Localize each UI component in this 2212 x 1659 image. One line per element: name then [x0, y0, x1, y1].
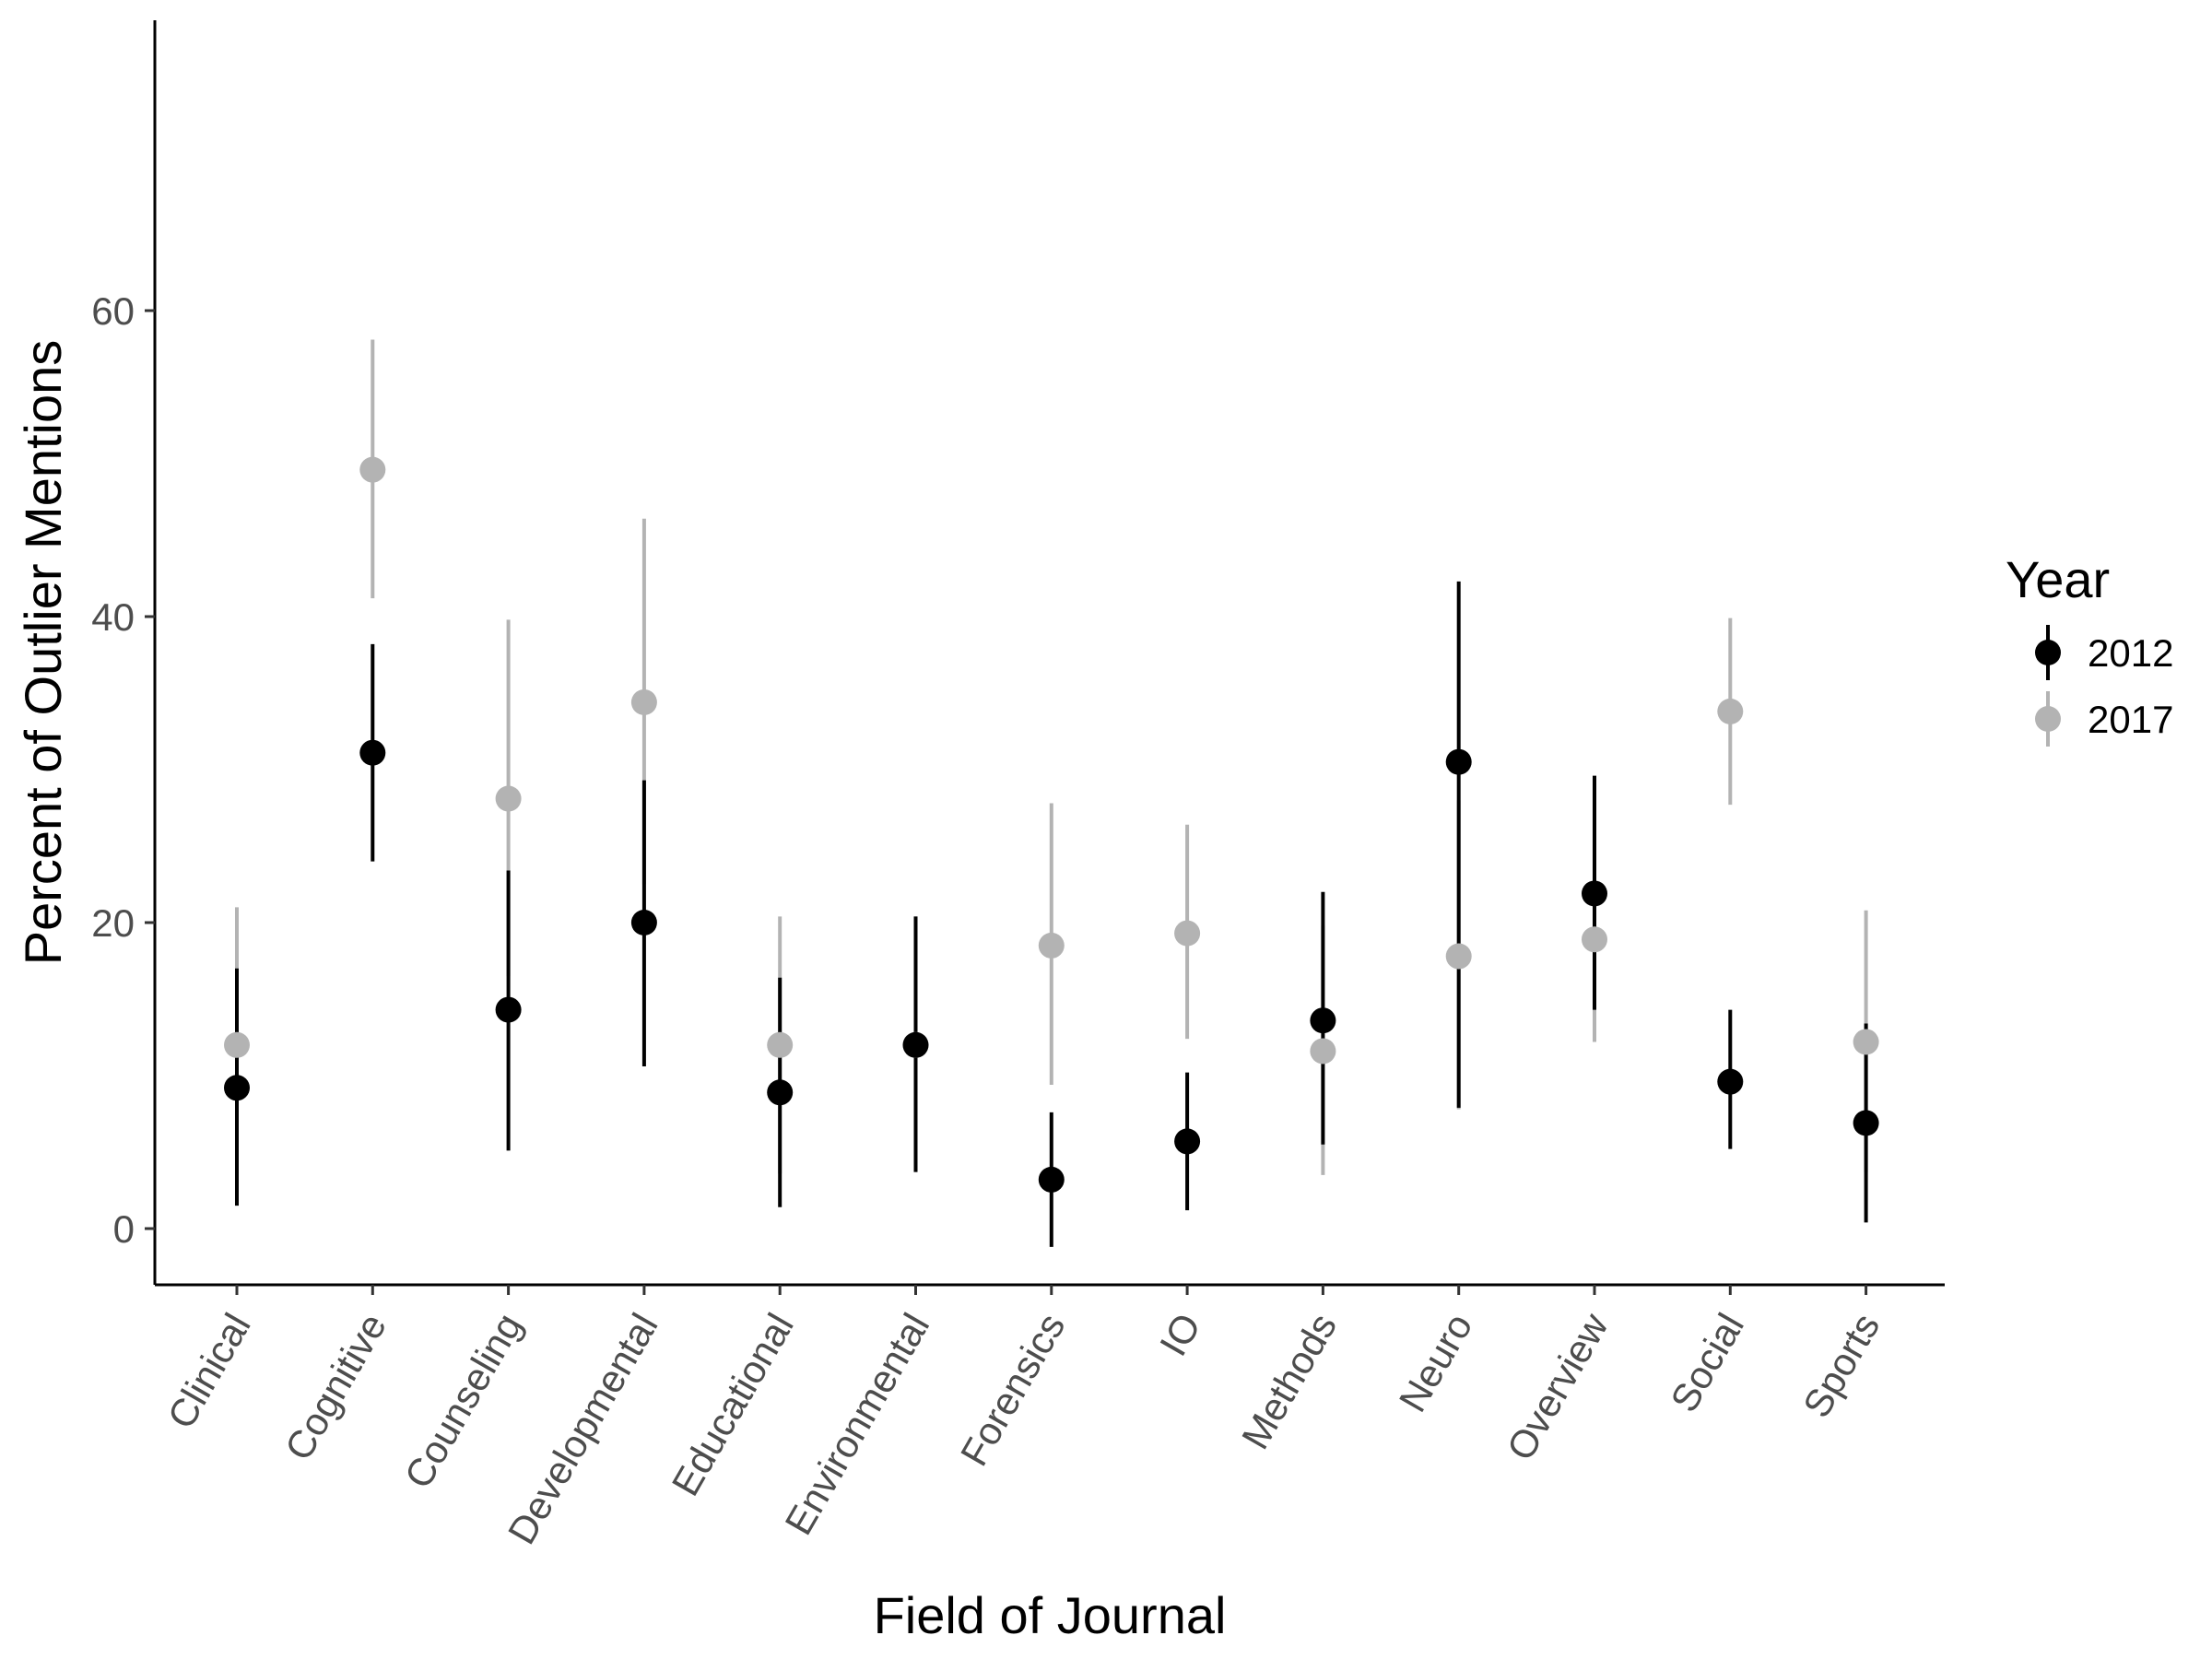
- data-marks: [224, 339, 1879, 1247]
- legend-title: Year: [2006, 550, 2110, 608]
- point-2012: [630, 910, 657, 935]
- point-2017: [359, 456, 386, 483]
- y-ticks: 0 20 40 60: [91, 289, 155, 1251]
- point-2012: [1445, 748, 1472, 775]
- point-2012: [1853, 1110, 1879, 1136]
- legend-label: 2017: [2088, 698, 2173, 741]
- x-tick-label: Methods: [1233, 1306, 1345, 1456]
- point-2017: [1582, 926, 1607, 953]
- point-2012: [1310, 1007, 1336, 1034]
- point-2017: [630, 688, 657, 715]
- point-2017: [1853, 1029, 1879, 1055]
- x-tick-label: Neuro: [1391, 1306, 1481, 1419]
- legend: Year 2012 2017: [2006, 550, 2173, 747]
- legend-label: 2012: [2088, 631, 2173, 675]
- x-tick-label: Developmental: [500, 1306, 666, 1551]
- point-2017: [1310, 1038, 1336, 1065]
- axes: [153, 20, 1945, 1287]
- point-2012: [767, 1079, 794, 1106]
- x-tick-label: Environmental: [776, 1306, 937, 1542]
- x-ticks: Clinical Cognitive CounselingDevelopmental…: [159, 1285, 1888, 1551]
- y-tick-label: 40: [91, 595, 135, 639]
- x-tick-label: Overview: [1499, 1305, 1618, 1467]
- legend-items: 2012 2017: [2035, 625, 2173, 747]
- point-2017: [1038, 932, 1065, 959]
- point-2012: [902, 1031, 929, 1058]
- point-2012: [359, 739, 386, 766]
- x-tick-label: Cognitive: [276, 1306, 394, 1467]
- point-2012: [1582, 880, 1607, 907]
- point-2012: [1174, 1128, 1201, 1155]
- y-axis-title: Percent of Outlier Mentions: [14, 340, 72, 966]
- x-tick-label: Counseling: [396, 1306, 531, 1496]
- point-2017: [495, 785, 522, 812]
- y-tick-label: 20: [91, 901, 135, 945]
- point-2012: [495, 996, 522, 1023]
- y-tick-label: 60: [91, 289, 135, 333]
- x-tick-label: Social: [1662, 1306, 1752, 1419]
- legend-key-point: [2035, 640, 2061, 665]
- point-2017: [1717, 698, 1744, 724]
- point-2012: [1038, 1166, 1065, 1193]
- x-tick-label: Sports: [1794, 1306, 1888, 1425]
- x-tick-label: Clinical: [159, 1306, 258, 1436]
- point-2017: [1174, 920, 1201, 947]
- point-2012: [1717, 1068, 1744, 1095]
- point-2012: [224, 1075, 250, 1101]
- x-tick-label: IO: [1151, 1306, 1209, 1363]
- x-axis-title: Field of Journal: [874, 1586, 1227, 1644]
- x-tick-label: Forensics: [952, 1306, 1074, 1473]
- point-2017: [1445, 943, 1472, 970]
- x-tick-label: Educational: [664, 1306, 802, 1503]
- legend-key-point: [2035, 706, 2061, 732]
- point-2017: [224, 1031, 250, 1058]
- point-2017: [767, 1031, 794, 1058]
- y-tick-label: 0: [113, 1207, 135, 1251]
